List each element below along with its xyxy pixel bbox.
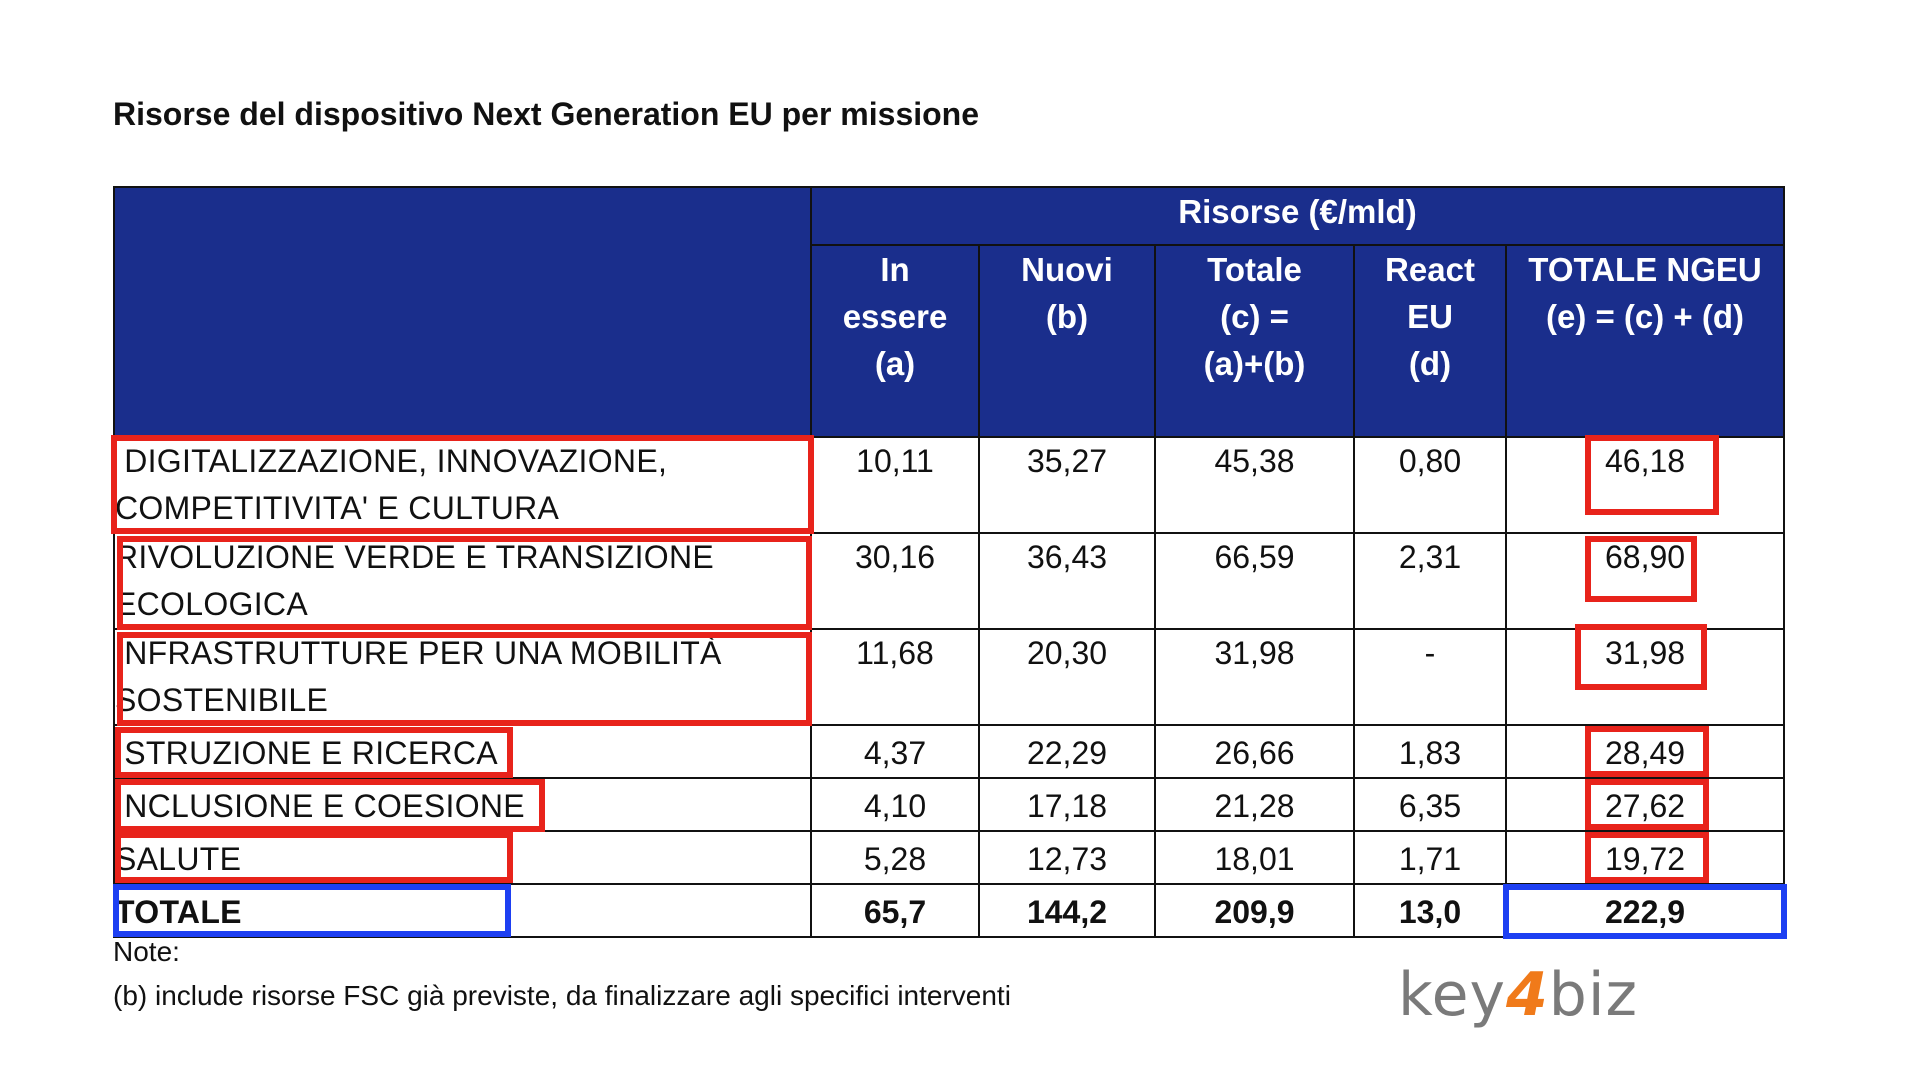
col-header-totale-ngeu: TOTALE NGEU (e) = (c) + (d) bbox=[1504, 244, 1786, 438]
row-label: INFRASTRUTTURE PER UNA MOBILITÀ SOSTENIB… bbox=[113, 628, 812, 726]
table-row: ISTRUZIONE E RICERCA 4,37 22,29 26,66 1,… bbox=[113, 724, 1786, 779]
table-row: DIGITALIZZAZIONE, INNOVAZIONE, COMPETITI… bbox=[111, 435, 1786, 534]
cell-totale-ngeu: 27,62 bbox=[1504, 777, 1786, 832]
row-label: RIVOLUZIONE VERDE E TRANSIZIONE ECOLOGIC… bbox=[113, 532, 812, 630]
cell-totale: 18,01 bbox=[1154, 830, 1355, 885]
cell-in-essere: 4,10 bbox=[810, 777, 980, 832]
cell-react-eu: 6,35 bbox=[1353, 777, 1507, 832]
table-row-total: TOTALE 65,7 144,2 209,9 13,0 222,9 bbox=[113, 883, 1788, 939]
cell-totale: 21,28 bbox=[1154, 777, 1355, 832]
notes: Note: (b) include risorse FSC già previs… bbox=[113, 930, 1011, 1018]
cell-totale-ngeu: 31,98 bbox=[1504, 624, 1786, 726]
table-row: INCLUSIONE E COESIONE 4,10 17,18 21,28 6… bbox=[113, 777, 1786, 832]
cell-totale: 31,98 bbox=[1154, 628, 1355, 726]
key4biz-logo: key4biz bbox=[1398, 960, 1639, 1030]
col-header-in-essere: In essere (a) bbox=[810, 244, 980, 438]
table-title: Risorse del dispositivo Next Generation … bbox=[113, 96, 980, 132]
cell-totale-total: 209,9 bbox=[1154, 883, 1355, 938]
row-label: INCLUSIONE E COESIONE bbox=[113, 777, 812, 832]
cell-react-eu: 1,71 bbox=[1353, 830, 1507, 885]
cell-totale-ngeu: 46,18 bbox=[1504, 435, 1786, 534]
cell-nuovi: 36,43 bbox=[978, 532, 1156, 630]
cell-nuovi-total: 144,2 bbox=[978, 883, 1156, 938]
col-header-nuovi: Nuovi (b) bbox=[978, 244, 1156, 438]
cell-nuovi: 17,18 bbox=[978, 777, 1156, 832]
cell-totale-ngeu: 68,90 bbox=[1504, 532, 1786, 630]
row-label: ISTRUZIONE E RICERCA bbox=[113, 724, 812, 779]
header-blank-cell bbox=[113, 186, 812, 438]
notes-heading: Note: bbox=[113, 936, 180, 967]
cell-react-eu: - bbox=[1353, 628, 1507, 726]
col-header-react-eu: React EU (d) bbox=[1353, 244, 1507, 438]
header-group-risorse: Risorse (€/mld) bbox=[809, 186, 1786, 246]
row-label: SALUTE bbox=[113, 830, 812, 885]
row-label: DIGITALIZZAZIONE, INNOVAZIONE, COMPETITI… bbox=[111, 435, 814, 534]
cell-in-essere: 11,68 bbox=[810, 628, 980, 726]
ngeu-resources-table: Risorse (€/mld) In essere (a) Nuovi (b) … bbox=[111, 186, 1788, 939]
cell-totale-ngeu-total: 222,9 bbox=[1503, 883, 1788, 939]
cell-in-essere: 10,11 bbox=[810, 436, 980, 534]
cell-nuovi: 12,73 bbox=[978, 830, 1156, 885]
cell-react-eu: 0,80 bbox=[1353, 436, 1507, 534]
table-row: RIVOLUZIONE VERDE E TRANSIZIONE ECOLOGIC… bbox=[113, 532, 1786, 630]
table-row: INFRASTRUTTURE PER UNA MOBILITÀ SOSTENIB… bbox=[113, 624, 1786, 726]
cell-totale-ngeu: 28,49 bbox=[1504, 724, 1786, 779]
notes-text: (b) include risorse FSC già previste, da… bbox=[113, 980, 1011, 1011]
cell-nuovi: 35,27 bbox=[978, 436, 1156, 534]
cell-totale: 66,59 bbox=[1154, 532, 1355, 630]
cell-react-eu: 1,83 bbox=[1353, 724, 1507, 779]
cell-totale-ngeu: 19,72 bbox=[1504, 830, 1786, 885]
cell-nuovi: 22,29 bbox=[978, 724, 1156, 779]
cell-react-eu: 2,31 bbox=[1353, 532, 1507, 630]
cell-totale: 26,66 bbox=[1154, 724, 1355, 779]
cell-react-eu-total: 13,0 bbox=[1353, 883, 1507, 938]
cell-in-essere: 30,16 bbox=[810, 532, 980, 630]
cell-in-essere-total: 65,7 bbox=[810, 883, 980, 938]
table-row: SALUTE 5,28 12,73 18,01 1,71 19,72 bbox=[113, 830, 1786, 885]
cell-nuovi: 20,30 bbox=[978, 628, 1156, 726]
cell-totale: 45,38 bbox=[1154, 436, 1355, 534]
cell-in-essere: 5,28 bbox=[810, 830, 980, 885]
cell-in-essere: 4,37 bbox=[810, 724, 980, 779]
col-header-totale: Totale (c) = (a)+(b) bbox=[1154, 244, 1355, 438]
